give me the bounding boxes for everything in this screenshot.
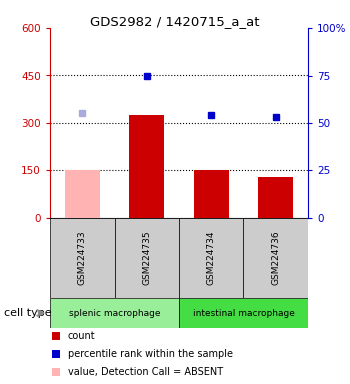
Text: GDS2982 / 1420715_a_at: GDS2982 / 1420715_a_at (90, 15, 260, 28)
Text: GSM224733: GSM224733 (78, 231, 87, 285)
Text: GSM224736: GSM224736 (271, 231, 280, 285)
Bar (258, 177, 294, 218)
Bar (64, 170, 100, 218)
Bar (52, 368, 60, 376)
Text: splenic macrophage: splenic macrophage (69, 308, 160, 318)
Text: percentile rank within the sample: percentile rank within the sample (68, 349, 233, 359)
Bar (114, 218, 179, 298)
Bar (129, 115, 164, 218)
Bar (244, 218, 308, 298)
Text: GSM224735: GSM224735 (142, 231, 151, 285)
Bar (179, 298, 308, 328)
Text: value, Detection Call = ABSENT: value, Detection Call = ABSENT (68, 367, 223, 377)
Bar (194, 170, 229, 218)
Text: GSM224734: GSM224734 (207, 231, 216, 285)
Bar (50, 218, 114, 298)
Text: cell type: cell type (4, 308, 51, 318)
Text: intestinal macrophage: intestinal macrophage (193, 308, 294, 318)
Bar (52, 350, 60, 358)
Bar (52, 332, 60, 340)
Bar (50, 298, 179, 328)
Bar (179, 218, 244, 298)
Text: count: count (68, 331, 96, 341)
